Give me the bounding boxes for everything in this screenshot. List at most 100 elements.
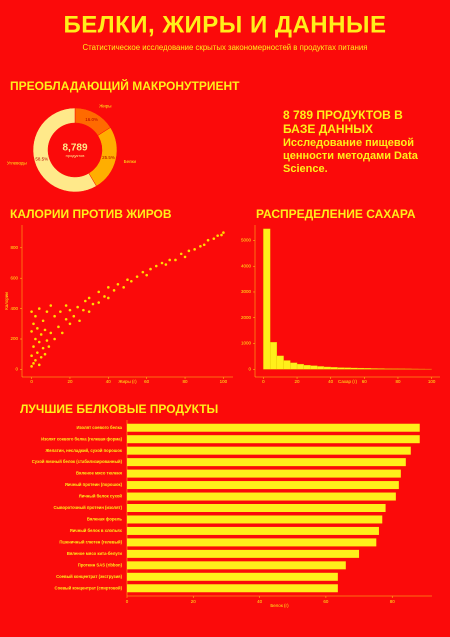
x-tick-label: 0 (126, 599, 129, 604)
scatter-point (39, 355, 43, 359)
histogram-bar (330, 367, 338, 370)
category-label: Соевый концентрат (спиртовой) (55, 585, 123, 590)
histogram-bar (283, 360, 291, 370)
x-tick-label: 60 (144, 379, 150, 384)
scatter-point (36, 351, 39, 354)
scatter-point (122, 286, 125, 289)
x-axis-label: Сахар (г) (338, 379, 357, 384)
y-tick-label: 600 (10, 275, 18, 280)
category-label: Сухой яичный белок (стабилизированный) (32, 459, 123, 464)
x-tick-label: 60 (323, 599, 329, 604)
scatter-point (37, 363, 41, 367)
histogram-bar (337, 367, 345, 370)
bar (127, 584, 338, 593)
category-label: Изолят соевого белка (гелевая форма) (41, 436, 123, 441)
scatter-point (43, 352, 47, 356)
category-label: Яичный белок сухой (79, 494, 123, 499)
scatter-point (64, 304, 68, 307)
bar (127, 572, 338, 581)
bar (127, 561, 346, 570)
histogram-bar (303, 364, 311, 370)
category-label: Вяленая форель (87, 517, 123, 522)
y-tick-label: 200 (10, 336, 18, 341)
histogram-bar (391, 368, 399, 370)
scatter-point (87, 310, 91, 313)
category-label: Яичный белок в хлопьях (70, 528, 123, 533)
x-axis-label: Жиры (г) (118, 379, 137, 384)
category-label: Вяленое мясо кита-белуги (67, 551, 123, 556)
scatter-point (187, 249, 191, 253)
category-label: Соевый концентрат (экструзия) (56, 574, 123, 579)
scatter-point (87, 296, 91, 300)
info-headline: 8 789 ПРОДУКТОВ В БАЗЕ ДАННЫХ (283, 108, 403, 137)
histogram-bar (364, 368, 372, 370)
scatter-point (78, 319, 81, 323)
x-tick-label: 100 (428, 379, 436, 384)
slice-value-label: 25.5% (102, 155, 115, 160)
histogram-bar (290, 362, 298, 370)
scatter-point (91, 302, 95, 306)
scatter-point (34, 358, 37, 362)
x-tick-label: 40 (106, 379, 112, 384)
histogram-bar (384, 368, 392, 370)
donut-segment (32, 107, 97, 193)
scatter-point (34, 337, 37, 341)
x-tick-label: 40 (328, 379, 334, 384)
scatter-point (135, 275, 139, 278)
scatter-point (32, 345, 35, 348)
y-tick-label: 4000 (241, 263, 252, 268)
slice-label: Белки (124, 159, 137, 164)
category-label: Сывороточный протеин (изолят) (53, 505, 122, 510)
histogram-bar (343, 367, 352, 370)
y-tick-label: 3000 (241, 289, 252, 294)
y-tick-label: 1000 (241, 341, 252, 346)
scatter-point (41, 319, 45, 323)
y-tick-label: 0 (15, 367, 18, 372)
scatter-point (72, 314, 76, 318)
x-tick-label: 60 (362, 379, 368, 384)
x-tick-label: 0 (30, 379, 33, 384)
chart-title: РАСПРЕДЕЛЕНИЕ САХАРА (256, 207, 416, 221)
scatter-point (53, 314, 56, 318)
scatter-point (97, 301, 101, 304)
bar (127, 458, 406, 467)
y-axis-label: Калории (4, 292, 9, 310)
histogram-bar (296, 363, 304, 370)
scatter-point (82, 308, 85, 312)
x-tick-label: 100 (220, 379, 228, 384)
chart-title: ПРЕОБЛАДАЮЩИЙ МАКРОНУТРИЕНТ (10, 78, 240, 93)
x-tick-label: 20 (295, 379, 301, 384)
category-label: Вяленое мясо тюленя (76, 471, 123, 476)
scatter-point (164, 263, 168, 266)
scatter-point (126, 278, 129, 282)
category-label: Желатин, несладкий, сухой порошок (44, 448, 122, 453)
chart-title: ЛУЧШИЕ БЕЛКОВЫЕ ПРОДУКТЫ (20, 402, 218, 416)
x-axis-label: Белок (г) (270, 603, 289, 608)
bar (127, 504, 386, 512)
scatter-point (37, 340, 41, 344)
scatter-point (160, 261, 164, 265)
scatter-point (84, 299, 87, 303)
scatter-point (212, 237, 216, 240)
histogram-bar (370, 368, 378, 370)
scatter-point (36, 327, 39, 330)
scatter-point (216, 234, 219, 237)
x-tick-label: 0 (262, 379, 265, 384)
scatter-point (30, 354, 33, 358)
scatter-point (32, 322, 35, 326)
bar (127, 549, 360, 558)
histogram-bar (310, 365, 318, 370)
x-tick-label: 80 (390, 599, 396, 604)
scatter-point (59, 310, 62, 313)
scatter-point (32, 362, 35, 365)
scatter-point (130, 279, 133, 283)
info-text: Исследование пищевой ценности методами D… (283, 137, 418, 176)
scatter-point (206, 238, 210, 242)
slice-label: Углеводы (7, 160, 27, 165)
bar (127, 492, 396, 501)
page-subtitle: Статистическое исследование скрытых зако… (83, 43, 368, 52)
histogram-bar (357, 367, 365, 370)
scatter-point (168, 258, 171, 262)
scatter-point (222, 231, 225, 234)
